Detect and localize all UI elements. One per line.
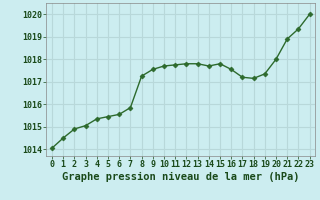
X-axis label: Graphe pression niveau de la mer (hPa): Graphe pression niveau de la mer (hPa)	[62, 172, 300, 182]
